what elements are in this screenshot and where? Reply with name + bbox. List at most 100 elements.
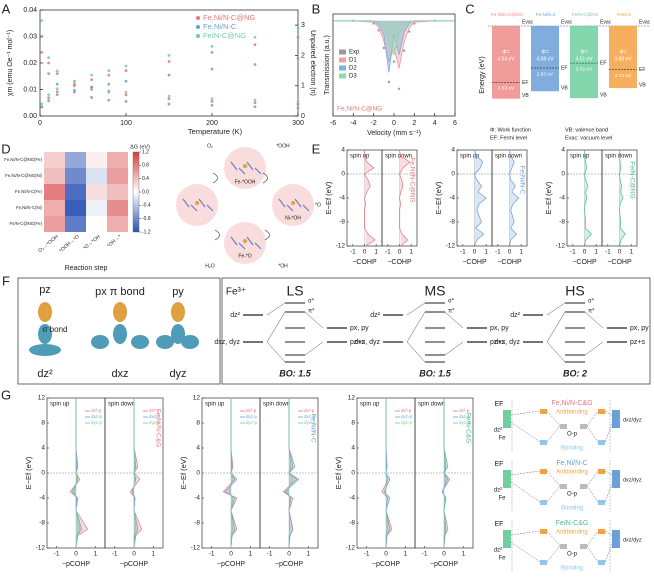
heat-cell <box>86 184 107 200</box>
ef-value-label: 2.63 eV <box>537 71 554 77</box>
x-tick-label: -4 <box>350 120 356 127</box>
lattice <box>294 198 302 208</box>
correlation <box>586 425 599 443</box>
lattice <box>246 161 254 171</box>
phi-label: Φ= <box>502 49 510 55</box>
y2-tick-label: 1 <box>301 83 305 90</box>
x-tick-label: 0 <box>384 551 388 558</box>
data-point <box>90 85 93 89</box>
correlation <box>266 341 286 363</box>
data-point <box>47 72 50 75</box>
y-tick-label: 0 <box>451 171 455 178</box>
correlation <box>546 425 561 443</box>
x-tick-label: 1 <box>152 551 156 558</box>
row-label: Fe,Ni/N-C@NG(Ni) <box>5 173 42 178</box>
x-tick-label: 4 <box>433 120 437 127</box>
correlation <box>584 341 604 356</box>
y-tick-label: -12 <box>36 545 46 552</box>
orbital-label: dz² <box>494 488 502 494</box>
x-axis-label: −COHP <box>462 259 487 266</box>
value-label: 4.51 eV <box>575 56 593 62</box>
bonding-label: Bonding <box>561 506 583 512</box>
panel-title: spin up <box>460 154 480 160</box>
x-tick-label: 1 <box>374 249 378 256</box>
data-point <box>253 98 257 102</box>
data-point <box>397 87 401 91</box>
data-point <box>40 102 44 106</box>
x-axis-label: Reaction step <box>65 265 108 272</box>
data-point <box>124 93 128 97</box>
data-point <box>40 19 44 22</box>
mo-level <box>540 469 547 474</box>
y-tick-label: -4 <box>349 495 355 502</box>
y-tick-label: -8 <box>339 219 345 226</box>
data-point <box>90 96 93 99</box>
level-label: pz+s <box>350 339 365 346</box>
x-tick-label: 0 <box>363 249 367 256</box>
colorbar-tick-label: 1.2 <box>142 149 149 155</box>
sample-label: Fe,Ni/N-C@NG <box>337 106 382 113</box>
value-label: 4.08 eV <box>536 56 554 62</box>
y-tick-label: -8 <box>449 219 455 226</box>
ef-value-label: 2.32 eV <box>576 66 593 72</box>
y-tick-label: 4 <box>351 445 355 452</box>
level-label: px, py <box>630 325 649 332</box>
x-axis-label: −COHP <box>607 259 632 266</box>
correlation <box>586 530 599 547</box>
y2-tick-label: 0 <box>301 113 305 120</box>
y-tick-label: -12 <box>191 545 201 552</box>
data-point <box>253 101 257 105</box>
correlation <box>604 470 613 476</box>
y-tick-label: -12 <box>446 243 456 250</box>
legend-label: dyz-p <box>304 420 316 425</box>
x-tick-label: 200 <box>206 120 218 127</box>
x-tick-label: 1 <box>404 551 408 558</box>
data-point <box>167 73 171 77</box>
orbital-lobe <box>156 335 174 349</box>
heat-cell <box>65 152 86 168</box>
orbital-label: σ bond <box>43 325 68 334</box>
correlation <box>586 485 599 503</box>
ef-value-label: 2.73 eV <box>615 73 632 79</box>
data-point <box>55 82 59 86</box>
legend-swatch <box>339 49 346 55</box>
legend-label: dz²-p <box>401 408 412 413</box>
vb-label: VB <box>600 92 607 98</box>
y-axis-label: E−Ef (eV) <box>179 456 188 489</box>
level-label: dz² <box>370 312 380 319</box>
y-axis-label: E−Ef (eV) <box>24 456 33 489</box>
x-tick-label: -2 <box>371 120 377 127</box>
vb-label: VB <box>561 86 568 92</box>
data-point <box>253 105 257 109</box>
legend-label: dxz-p <box>304 414 316 419</box>
panel-title: spin down <box>605 154 632 160</box>
x-tick-label: -1 <box>350 249 356 256</box>
note: Evac: vacuum level <box>565 135 612 141</box>
data-point <box>382 46 386 50</box>
x-tick-label: 0 <box>618 249 622 256</box>
data-point <box>40 35 44 38</box>
x-tick-label: 0 <box>74 551 78 558</box>
heat-cell <box>65 216 86 232</box>
panel-letter: G <box>1 387 11 402</box>
fit-curve <box>333 20 455 69</box>
y-tick-label: 0.04 <box>23 7 37 14</box>
y-axis-label: χm (emu Oe⁻¹ mol⁻¹) <box>7 30 14 96</box>
data-point <box>402 49 406 52</box>
data-point <box>55 87 59 91</box>
cycle-label: Fe-*O <box>238 253 251 259</box>
y-tick-label: 0 <box>561 171 565 178</box>
mo-level <box>560 484 567 489</box>
data-point <box>73 88 76 92</box>
x-tick-label: 100 <box>120 120 132 127</box>
data-point <box>167 97 171 101</box>
level-label: pz+s <box>630 339 645 346</box>
mo-level <box>598 560 605 565</box>
correlation <box>546 341 566 363</box>
value-label: 3.88 eV <box>614 56 632 62</box>
fe-dz2-level <box>503 530 511 548</box>
panel-title: spin up <box>570 154 590 160</box>
x-tick-label: -1 <box>112 551 118 558</box>
level-label: px, py <box>490 325 509 332</box>
